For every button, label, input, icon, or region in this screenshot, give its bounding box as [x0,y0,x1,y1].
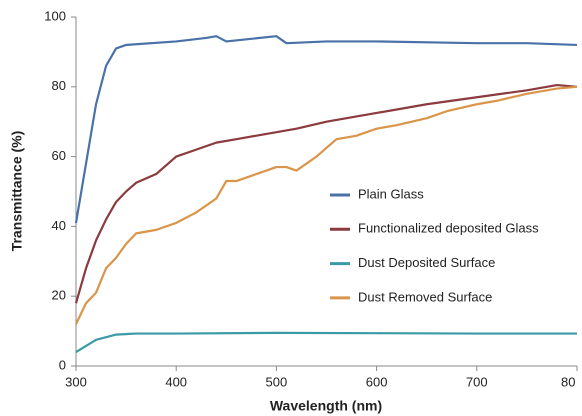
y-tick-label: 60 [52,148,66,163]
legend-label: Plain Glass [358,186,424,201]
x-tick-label: 300 [65,374,87,389]
series-line [75,331,577,353]
x-tick-label: 600 [366,374,388,389]
y-tick-label: 100 [44,8,66,23]
series-line [74,83,578,304]
y-tick-label: 80 [52,78,66,93]
x-tick-label: 80 [561,374,575,389]
x-tick-label: 500 [266,374,288,389]
y-axis-title: Transmittance (%) [9,131,25,252]
x-tick-label: 400 [165,374,187,389]
legend-label: Dust Removed Surface [358,289,492,304]
x-axis-title: Wavelength (nm) [270,398,382,414]
y-tick-label: 40 [52,218,66,233]
y-tick-label: 20 [52,288,66,303]
series-line [74,35,578,224]
series-line [75,85,578,325]
legend-label: Functionalized deposited Glass [358,221,539,236]
legend-label: Dust Deposited Surface [358,255,495,270]
y-tick-label: 0 [59,357,66,372]
x-tick-label: 700 [466,374,488,389]
